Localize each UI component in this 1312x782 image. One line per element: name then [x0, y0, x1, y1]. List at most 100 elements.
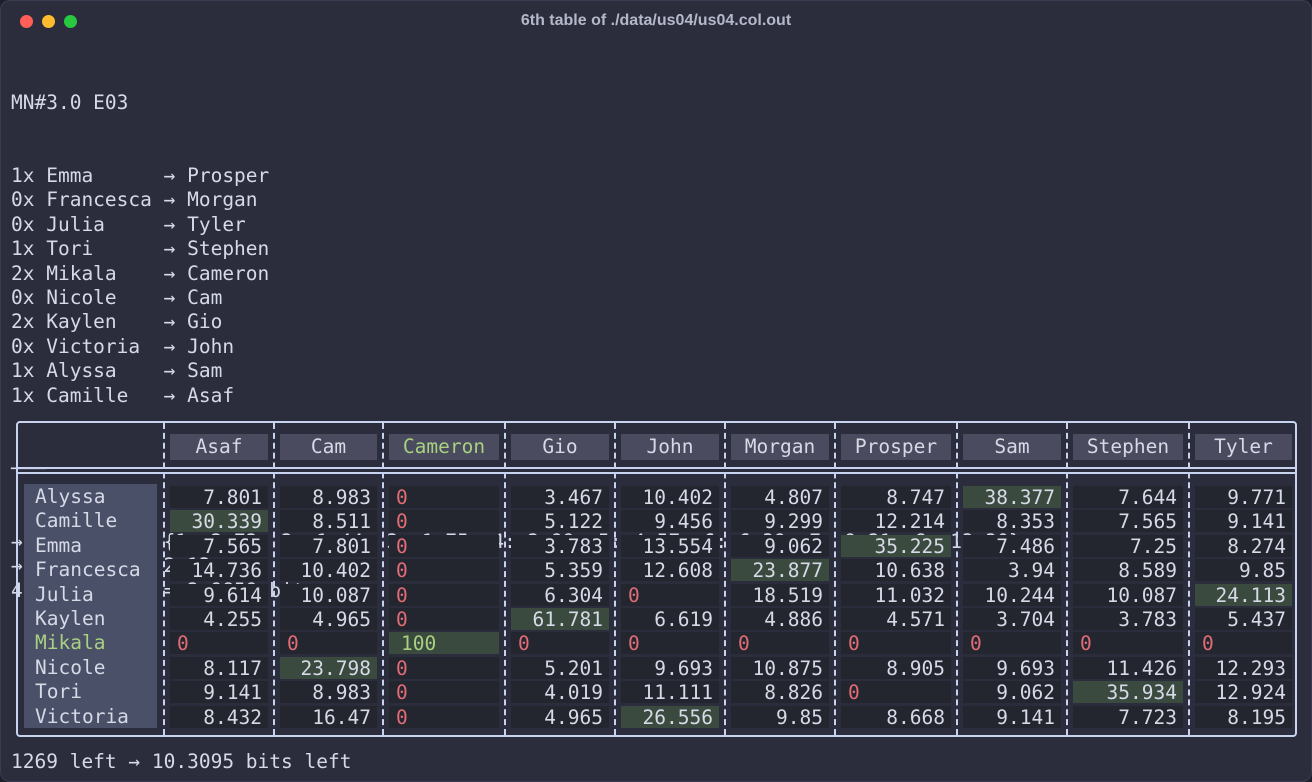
table-cell: 0 [389, 705, 499, 729]
status-footer: 1269 left → 10.3095 bits left [11, 750, 352, 773]
table-cell: 7.723 [1073, 705, 1183, 729]
maximize-window-button[interactable] [64, 15, 77, 28]
table-cell: 4.965 [280, 608, 377, 631]
row-label: Nicole [35, 655, 106, 679]
table-cell: 18.519 [731, 583, 829, 607]
table-cell: 10.638 [841, 559, 951, 582]
row-label: Tori [35, 680, 82, 704]
table-cell: 8.983 [280, 681, 377, 704]
column-divider [956, 423, 958, 735]
table-cell: 61.781 [511, 608, 609, 631]
table-cell: 8.274 [1195, 534, 1292, 558]
table-cell: 0 [389, 534, 499, 558]
table-cell: 8.353 [963, 510, 1061, 533]
row-label: Alyssa [35, 485, 106, 508]
table-cell: 4.019 [511, 681, 609, 704]
table-cell: 6.304 [511, 583, 609, 607]
table-cell: 0 [280, 632, 377, 655]
table-cell: 12.924 [1195, 681, 1292, 704]
table-cell: 0 [841, 681, 951, 704]
table-cell: 7.801 [280, 534, 377, 558]
match-line: 0x Francesca → Morgan [11, 188, 258, 212]
table-cell: 11.111 [621, 681, 719, 704]
table-cell: 9.299 [731, 510, 829, 533]
row-label: Mikala [35, 631, 106, 655]
table-cell: 35.934 [1073, 681, 1183, 704]
table-cell: 12.608 [621, 559, 719, 582]
table-cell: 10.244 [963, 583, 1061, 607]
table-cell: 5.359 [511, 559, 609, 582]
row-label: Julia [35, 582, 94, 606]
table-cell: 13.554 [621, 534, 719, 558]
table-cell: 10.875 [731, 656, 829, 680]
table-cell: 10.402 [280, 559, 377, 582]
table-cell: 11.032 [841, 583, 951, 607]
table-cell: 9.693 [963, 656, 1061, 680]
column-divider [834, 423, 836, 735]
table-cell: 4.255 [170, 608, 268, 631]
table-cell: 8.905 [841, 656, 951, 680]
match-line: 1x Emma → Prosper [11, 164, 270, 188]
match-line: 1x Camille → Asaf [11, 383, 235, 407]
table-cell: 9.062 [963, 681, 1061, 704]
table-cell: 11.426 [1073, 656, 1183, 680]
table-cell: 3.467 [511, 486, 609, 509]
table-cell: 35.225 [841, 534, 951, 558]
table-cell: 7.644 [1073, 486, 1183, 509]
table-cell: 0 [389, 559, 499, 582]
table-cell: 8.195 [1195, 705, 1292, 729]
table-cell: 9.141 [170, 681, 268, 704]
minimize-window-button[interactable] [42, 15, 55, 28]
table-cell: 8.117 [170, 656, 268, 680]
table-cell: 0 [389, 681, 499, 704]
table-cell: 5.437 [1195, 608, 1292, 631]
table-cell: 10.087 [280, 583, 377, 607]
column-divider [1066, 423, 1068, 735]
table-cell: 8.983 [280, 486, 377, 509]
table-cell: 30.339 [170, 510, 268, 533]
table-cell: 7.565 [170, 534, 268, 558]
table-cell: 9.85 [731, 705, 829, 729]
table-cell: 12.214 [841, 510, 951, 533]
header-line: MN#3.0 E03 [11, 90, 129, 114]
row-label: Camille [35, 509, 118, 533]
table-cell: 3.783 [1073, 608, 1183, 631]
table-cell: 16.47 [280, 705, 377, 729]
table-cell: 0 [621, 583, 719, 607]
table-cell: 23.798 [280, 656, 377, 680]
table-cell: 10.087 [1073, 583, 1183, 607]
match-line: 2x Kaylen → Gio [11, 310, 223, 334]
row-label: Francesca [35, 558, 141, 582]
table-cell: 3.94 [963, 559, 1061, 582]
column-divider [614, 423, 616, 735]
table-cell: 0 [841, 632, 951, 655]
match-line: 0x Julia → Tyler [11, 212, 246, 236]
table-cell: 0 [389, 583, 499, 607]
match-line: 0x Victoria → John [11, 334, 235, 358]
table-cell: 23.877 [731, 559, 829, 582]
column-header: Cameron [389, 434, 499, 460]
close-window-button[interactable] [20, 15, 33, 28]
match-line: 1x Alyssa → Sam [11, 359, 223, 383]
table-cell: 10.402 [621, 486, 719, 509]
table-cell: 5.201 [511, 656, 609, 680]
table-cell: 3.704 [963, 608, 1061, 631]
table-cell: 0 [963, 632, 1061, 655]
table-cell: 0 [389, 510, 499, 533]
table-cell: 7.486 [963, 534, 1061, 558]
table-cell: 0 [1195, 632, 1292, 655]
table-cell: 8.432 [170, 705, 268, 729]
table-cell: 0 [731, 632, 829, 655]
table-cell: 9.062 [731, 534, 829, 558]
table-cell: 9.614 [170, 583, 268, 607]
table-cell: 9.456 [621, 510, 719, 533]
table-cell: 4.571 [841, 608, 951, 631]
table-cell: 4.807 [731, 486, 829, 509]
table-cell: 7.565 [1073, 510, 1183, 533]
column-header: Prosper [841, 434, 951, 460]
title-bar: 6th table of ./data/us04/us04.col.out [1, 1, 1311, 41]
table-cell: 5.122 [511, 510, 609, 533]
column-divider [504, 423, 506, 735]
table-cell: 14.736 [170, 559, 268, 582]
